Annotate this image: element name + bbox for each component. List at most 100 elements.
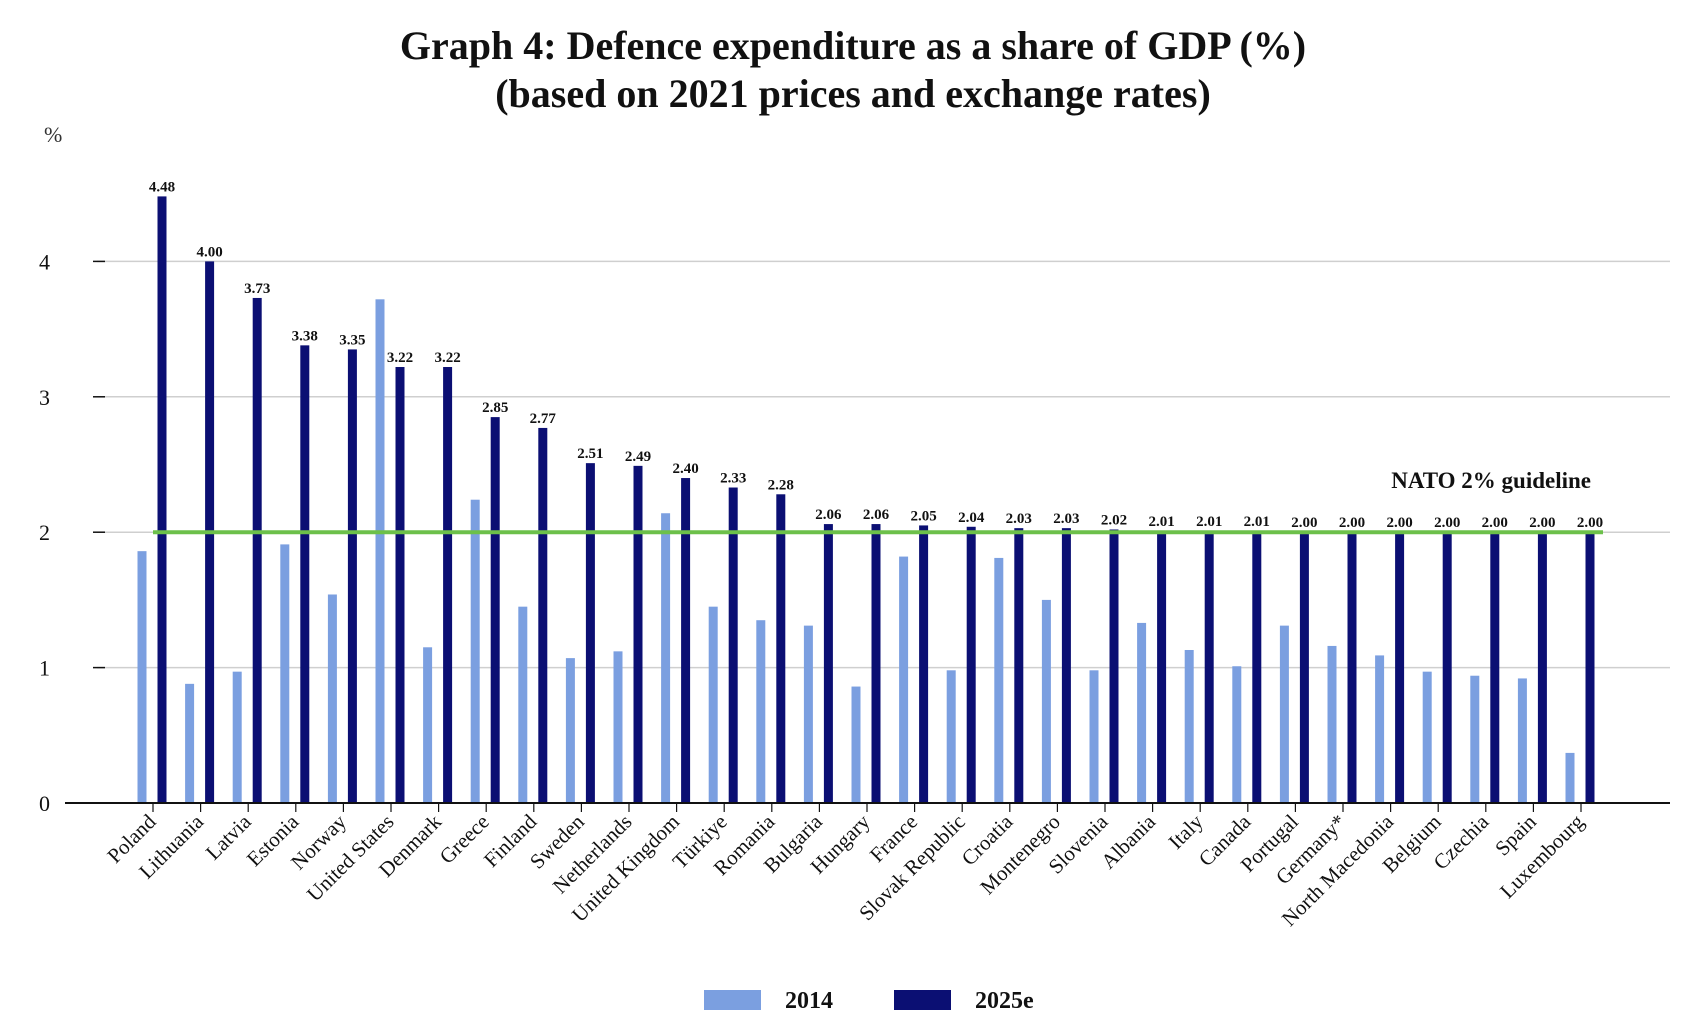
bar-2014-18	[994, 557, 1004, 803]
bar-2025e-24	[1299, 532, 1309, 803]
data-label-2025e: 2.00	[1291, 515, 1317, 531]
bar-2014-17	[946, 670, 956, 803]
bar-2014-3	[280, 544, 290, 803]
data-label-2025e: 2.05	[910, 508, 936, 524]
data-label-2025e: 3.73	[244, 281, 270, 297]
bar-2025e-10	[633, 465, 643, 803]
data-label-2025e: 4.00	[196, 244, 222, 260]
bar-2025e-8	[538, 427, 548, 803]
bar-2014-9	[565, 658, 575, 803]
y-tick-label: 2	[39, 520, 50, 545]
bar-2025e-26	[1395, 532, 1405, 803]
bar-2025e-9	[585, 463, 595, 803]
y-axis: % 0 1 2 3 4	[39, 122, 105, 816]
bar-2025e-28	[1490, 532, 1500, 803]
bar-2025e-6	[443, 367, 453, 803]
bar-2014-24	[1279, 625, 1289, 803]
legend-label-2014: 2014	[785, 988, 833, 1014]
bar-2025e-5	[395, 367, 405, 803]
bar-2025e-17	[966, 526, 976, 803]
bar-2014-20	[1089, 670, 1099, 803]
bar-2025e-15	[871, 524, 881, 803]
data-label-2025e: 2.00	[1386, 515, 1412, 531]
bar-2014-11	[661, 513, 671, 803]
bar-2014-22	[1184, 649, 1194, 803]
legend-swatch-2025e	[894, 990, 951, 1010]
category-label: Czechia	[1429, 809, 1494, 874]
bar-2025e-2	[252, 297, 262, 803]
data-label-2025e: 2.00	[1434, 515, 1460, 531]
bar-2025e-30	[1585, 532, 1595, 803]
bar-2014-23	[1232, 666, 1242, 803]
y-axis-unit-label: %	[44, 122, 62, 147]
reference-line-group: NATO 2% guideline	[153, 468, 1603, 535]
bar-2014-5	[375, 299, 385, 803]
bar-2014-2	[232, 671, 242, 803]
bar-2014-30	[1565, 752, 1575, 803]
bar-2014-7	[470, 499, 480, 803]
bar-2014-8	[518, 606, 528, 803]
category-label: Albania	[1096, 809, 1160, 873]
bar-2025e-23	[1252, 530, 1262, 803]
bar-2025e-22	[1204, 530, 1214, 803]
bar-2014-6	[423, 647, 433, 803]
chart-subtitle: (based on 2021 prices and exchange rates…	[495, 71, 1211, 116]
bar-2025e-19	[1061, 528, 1071, 803]
bar-2014-12	[708, 606, 718, 803]
legend-swatch-2014	[704, 990, 761, 1010]
bar-2025e-29	[1537, 532, 1547, 803]
data-label-2025e: 2.33	[720, 471, 746, 487]
data-label-2025e: 2.06	[863, 507, 890, 523]
legend-label-2025e: 2025e	[975, 988, 1034, 1014]
bar-2025e-0	[157, 196, 167, 803]
bar-2025e-3	[300, 345, 310, 803]
bar-2025e-13	[776, 494, 786, 803]
data-label-2025e: 2.00	[1577, 515, 1603, 531]
bar-2014-0	[137, 551, 147, 803]
bar-2014-1	[185, 683, 195, 803]
y-tick-label: 0	[39, 791, 50, 816]
bar-2014-25	[1327, 645, 1337, 803]
legend: 2014 2025e	[704, 988, 1034, 1014]
bar-2025e-12	[728, 487, 738, 803]
bar-2014-27	[1422, 671, 1432, 803]
bar-2014-28	[1470, 675, 1480, 803]
y-tick-label: 1	[39, 656, 50, 681]
bar-2014-10	[613, 651, 623, 803]
data-label-2025e: 3.35	[339, 332, 365, 348]
bar-2014-14	[803, 625, 813, 803]
data-label-2025e: 2.06	[815, 507, 842, 523]
bar-2014-16	[899, 556, 909, 803]
data-label-2025e: 2.00	[1529, 515, 1555, 531]
bar-2025e-27	[1442, 532, 1452, 803]
bars	[137, 196, 1595, 803]
data-labels: 4.48 4.00 3.73 3.38 3.35 3.22 3.22 2.85 2.77 2.51…	[149, 179, 1603, 531]
bar-2025e-25	[1347, 532, 1357, 803]
data-label-2025e: 2.00	[1339, 515, 1365, 531]
bar-2014-29	[1517, 678, 1527, 803]
y-tick-label: 3	[39, 385, 50, 410]
y-tick-label: 4	[39, 249, 50, 274]
bar-2025e-20	[1109, 529, 1119, 803]
chart-title: Graph 4: Defence expenditure as a share …	[399, 23, 1307, 68]
bar-2014-19	[1041, 599, 1051, 803]
data-label-2025e: 2.28	[768, 477, 794, 493]
data-label-2025e: 2.01	[1244, 514, 1270, 530]
data-label-2025e: 3.22	[434, 350, 460, 366]
data-label-2025e: 2.85	[482, 400, 508, 416]
data-label-2025e: 2.03	[1053, 511, 1079, 527]
bar-2014-21	[1137, 622, 1147, 803]
bar-2025e-11	[681, 478, 691, 803]
data-label-2025e: 4.48	[149, 179, 175, 195]
bar-2014-15	[851, 686, 861, 803]
bar-2025e-14	[823, 524, 833, 803]
bar-2014-4	[327, 594, 337, 803]
data-label-2025e: 2.40	[672, 461, 698, 477]
data-label-2025e: 2.01	[1148, 514, 1174, 530]
bar-2025e-18	[1014, 528, 1024, 803]
bar-2025e-7	[490, 417, 500, 803]
x-axis: PolandLithuaniaLatviaEstoniaNorwayUnited…	[65, 802, 1670, 931]
data-label-2025e: 2.51	[577, 446, 603, 462]
bar-2014-26	[1375, 655, 1385, 803]
